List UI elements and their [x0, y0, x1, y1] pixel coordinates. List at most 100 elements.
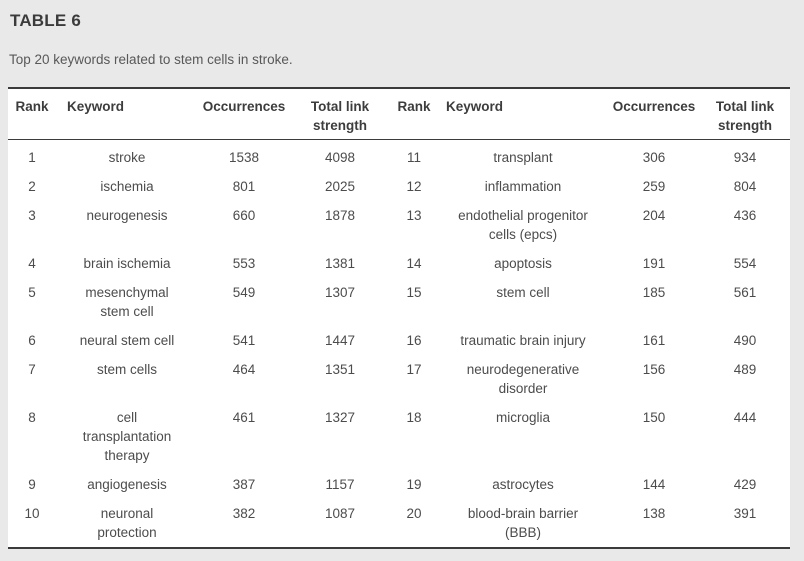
cell-total-link-strength-left: 1157: [325, 477, 355, 492]
cell-keyword-left: cell transplantation therapy: [82, 410, 172, 463]
cell-occurrences-left: 553: [232, 256, 256, 271]
cell-occurrences-left: 549: [232, 285, 256, 300]
table-caption: Top 20 keywords related to stem cells in…: [9, 52, 293, 67]
cell-keyword-right: stem cell: [496, 285, 550, 300]
table-row: 1 stroke 1538 4098 11 transplant 306 934: [8, 140, 790, 173]
cell-occurrences-right: 191: [642, 256, 666, 271]
cell-rank-left: 7: [28, 362, 36, 377]
cell-keyword-left: stem cells: [96, 362, 157, 377]
cell-keyword-right: apoptosis: [494, 256, 552, 271]
header-rank-left: Rank: [8, 88, 56, 140]
cell-rank-right: 19: [406, 477, 422, 492]
table-title: TABLE 6: [10, 11, 81, 30]
cell-rank-right: 12: [406, 179, 422, 194]
cell-occurrences-right: 204: [642, 208, 666, 223]
cell-total-link-strength-right: 561: [733, 285, 757, 300]
cell-keyword-left: neuronal protection: [97, 506, 157, 540]
cell-occurrences-right: 259: [642, 179, 666, 194]
cell-keyword-right: endothelial progenitor cells (epcs): [458, 208, 588, 242]
cell-occurrences-right: 185: [642, 285, 666, 300]
table-row: 7 stem cells 464 1351 17 neurodegenerati…: [8, 355, 790, 403]
cell-keyword-right: transplant: [493, 150, 553, 165]
header-occurrences-left: Occurrences: [198, 88, 290, 140]
cell-total-link-strength-right: 804: [733, 179, 757, 194]
cell-occurrences-right: 156: [642, 362, 666, 377]
cell-occurrences-left: 1538: [228, 150, 260, 165]
cell-total-link-strength-left: 1447: [324, 333, 356, 348]
table-row: 8 cell transplantation therapy 461 1327 …: [8, 403, 790, 470]
cell-occurrences-right: 138: [642, 506, 666, 521]
cell-total-link-strength-right: 429: [733, 477, 757, 492]
cell-total-link-strength-right: 444: [733, 410, 757, 425]
cell-rank-left: 1: [28, 150, 36, 165]
cell-occurrences-left: 461: [232, 410, 256, 425]
table-row: 10 neuronal protection 382 1087 20 blood…: [8, 499, 790, 548]
cell-occurrences-left: 801: [232, 179, 256, 194]
table-row: 6 neural stem cell 541 1447 16 traumatic…: [8, 326, 790, 355]
header-keyword-left: Keyword: [56, 88, 198, 140]
cell-total-link-strength-left: 1327: [324, 410, 356, 425]
table-row: 3 neurogenesis 660 1878 13 endothelial p…: [8, 201, 790, 249]
cell-total-link-strength-right: 554: [733, 256, 757, 271]
cell-keyword-left: neural stem cell: [79, 333, 175, 348]
table-header-row: Rank Keyword Occurrences Total link stre…: [8, 88, 790, 140]
header-rank-right: Rank: [390, 88, 438, 140]
cell-rank-right: 13: [406, 208, 422, 223]
cell-keyword-right: inflammation: [484, 179, 562, 194]
cell-rank-left: 4: [28, 256, 36, 271]
cell-total-link-strength-right: 436: [733, 208, 757, 223]
header-total-link-strength-right: Total link strength: [700, 88, 790, 140]
cell-total-link-strength-right: 489: [733, 362, 757, 377]
cell-rank-left: 5: [28, 285, 36, 300]
cell-rank-left: 9: [28, 477, 36, 492]
cell-keyword-right: traumatic brain injury: [460, 333, 586, 348]
cell-keyword-left: mesenchymal stem cell: [85, 285, 169, 319]
cell-keyword-left: brain ischemia: [83, 256, 171, 271]
cell-keyword-left: ischemia: [100, 179, 154, 194]
header-occurrences-right: Occurrences: [608, 88, 700, 140]
cell-occurrences-left: 387: [232, 477, 256, 492]
cell-rank-left: 3: [28, 208, 36, 223]
cell-total-link-strength-right: 391: [733, 506, 757, 521]
keywords-table: Rank Keyword Occurrences Total link stre…: [8, 87, 790, 549]
cell-rank-left: 6: [28, 333, 36, 348]
cell-total-link-strength-right: 934: [733, 150, 757, 165]
cell-total-link-strength-left: 2025: [324, 179, 356, 194]
cell-total-link-strength-left: 1381: [324, 256, 356, 271]
cell-rank-right: 18: [406, 410, 422, 425]
cell-total-link-strength-left: 4098: [324, 150, 356, 165]
cell-rank-left: 10: [24, 506, 40, 521]
cell-rank-right: 14: [406, 256, 422, 271]
cell-occurrences-right: 144: [642, 477, 666, 492]
cell-occurrences-left: 464: [232, 362, 256, 377]
cell-keyword-right: microglia: [495, 410, 550, 425]
cell-rank-left: 8: [28, 410, 36, 425]
header-total-link-strength-left: Total link strength: [290, 88, 390, 140]
cell-keyword-left: stroke: [108, 150, 146, 165]
cell-keyword-right: neurodegenerative disorder: [466, 362, 580, 396]
table-row: 5 mesenchymal stem cell 549 1307 15 stem…: [8, 278, 790, 326]
cell-occurrences-right: 306: [642, 150, 666, 165]
cell-total-link-strength-left: 1307: [324, 285, 356, 300]
cell-rank-right: 20: [406, 506, 422, 521]
cell-rank-right: 16: [406, 333, 422, 348]
table-row: 4 brain ischemia 553 1381 14 apoptosis 1…: [8, 249, 790, 278]
header-keyword-right: Keyword: [438, 88, 608, 140]
cell-rank-right: 11: [406, 150, 421, 165]
cell-occurrences-left: 382: [232, 506, 256, 521]
cell-total-link-strength-left: 1878: [324, 208, 356, 223]
cell-total-link-strength-left: 1351: [324, 362, 356, 377]
cell-total-link-strength-right: 490: [733, 333, 757, 348]
cell-occurrences-right: 150: [642, 410, 666, 425]
cell-occurrences-right: 161: [642, 333, 666, 348]
cell-keyword-right: astrocytes: [492, 477, 554, 492]
cell-keyword-left: angiogenesis: [87, 477, 167, 492]
cell-rank-left: 2: [28, 179, 36, 194]
cell-total-link-strength-left: 1087: [324, 506, 356, 521]
cell-keyword-left: neurogenesis: [86, 208, 168, 223]
cell-rank-right: 15: [406, 285, 422, 300]
table-row: 2 ischemia 801 2025 12 inflammation 259 …: [8, 172, 790, 201]
cell-occurrences-left: 660: [232, 208, 256, 223]
cell-rank-right: 17: [406, 362, 422, 377]
